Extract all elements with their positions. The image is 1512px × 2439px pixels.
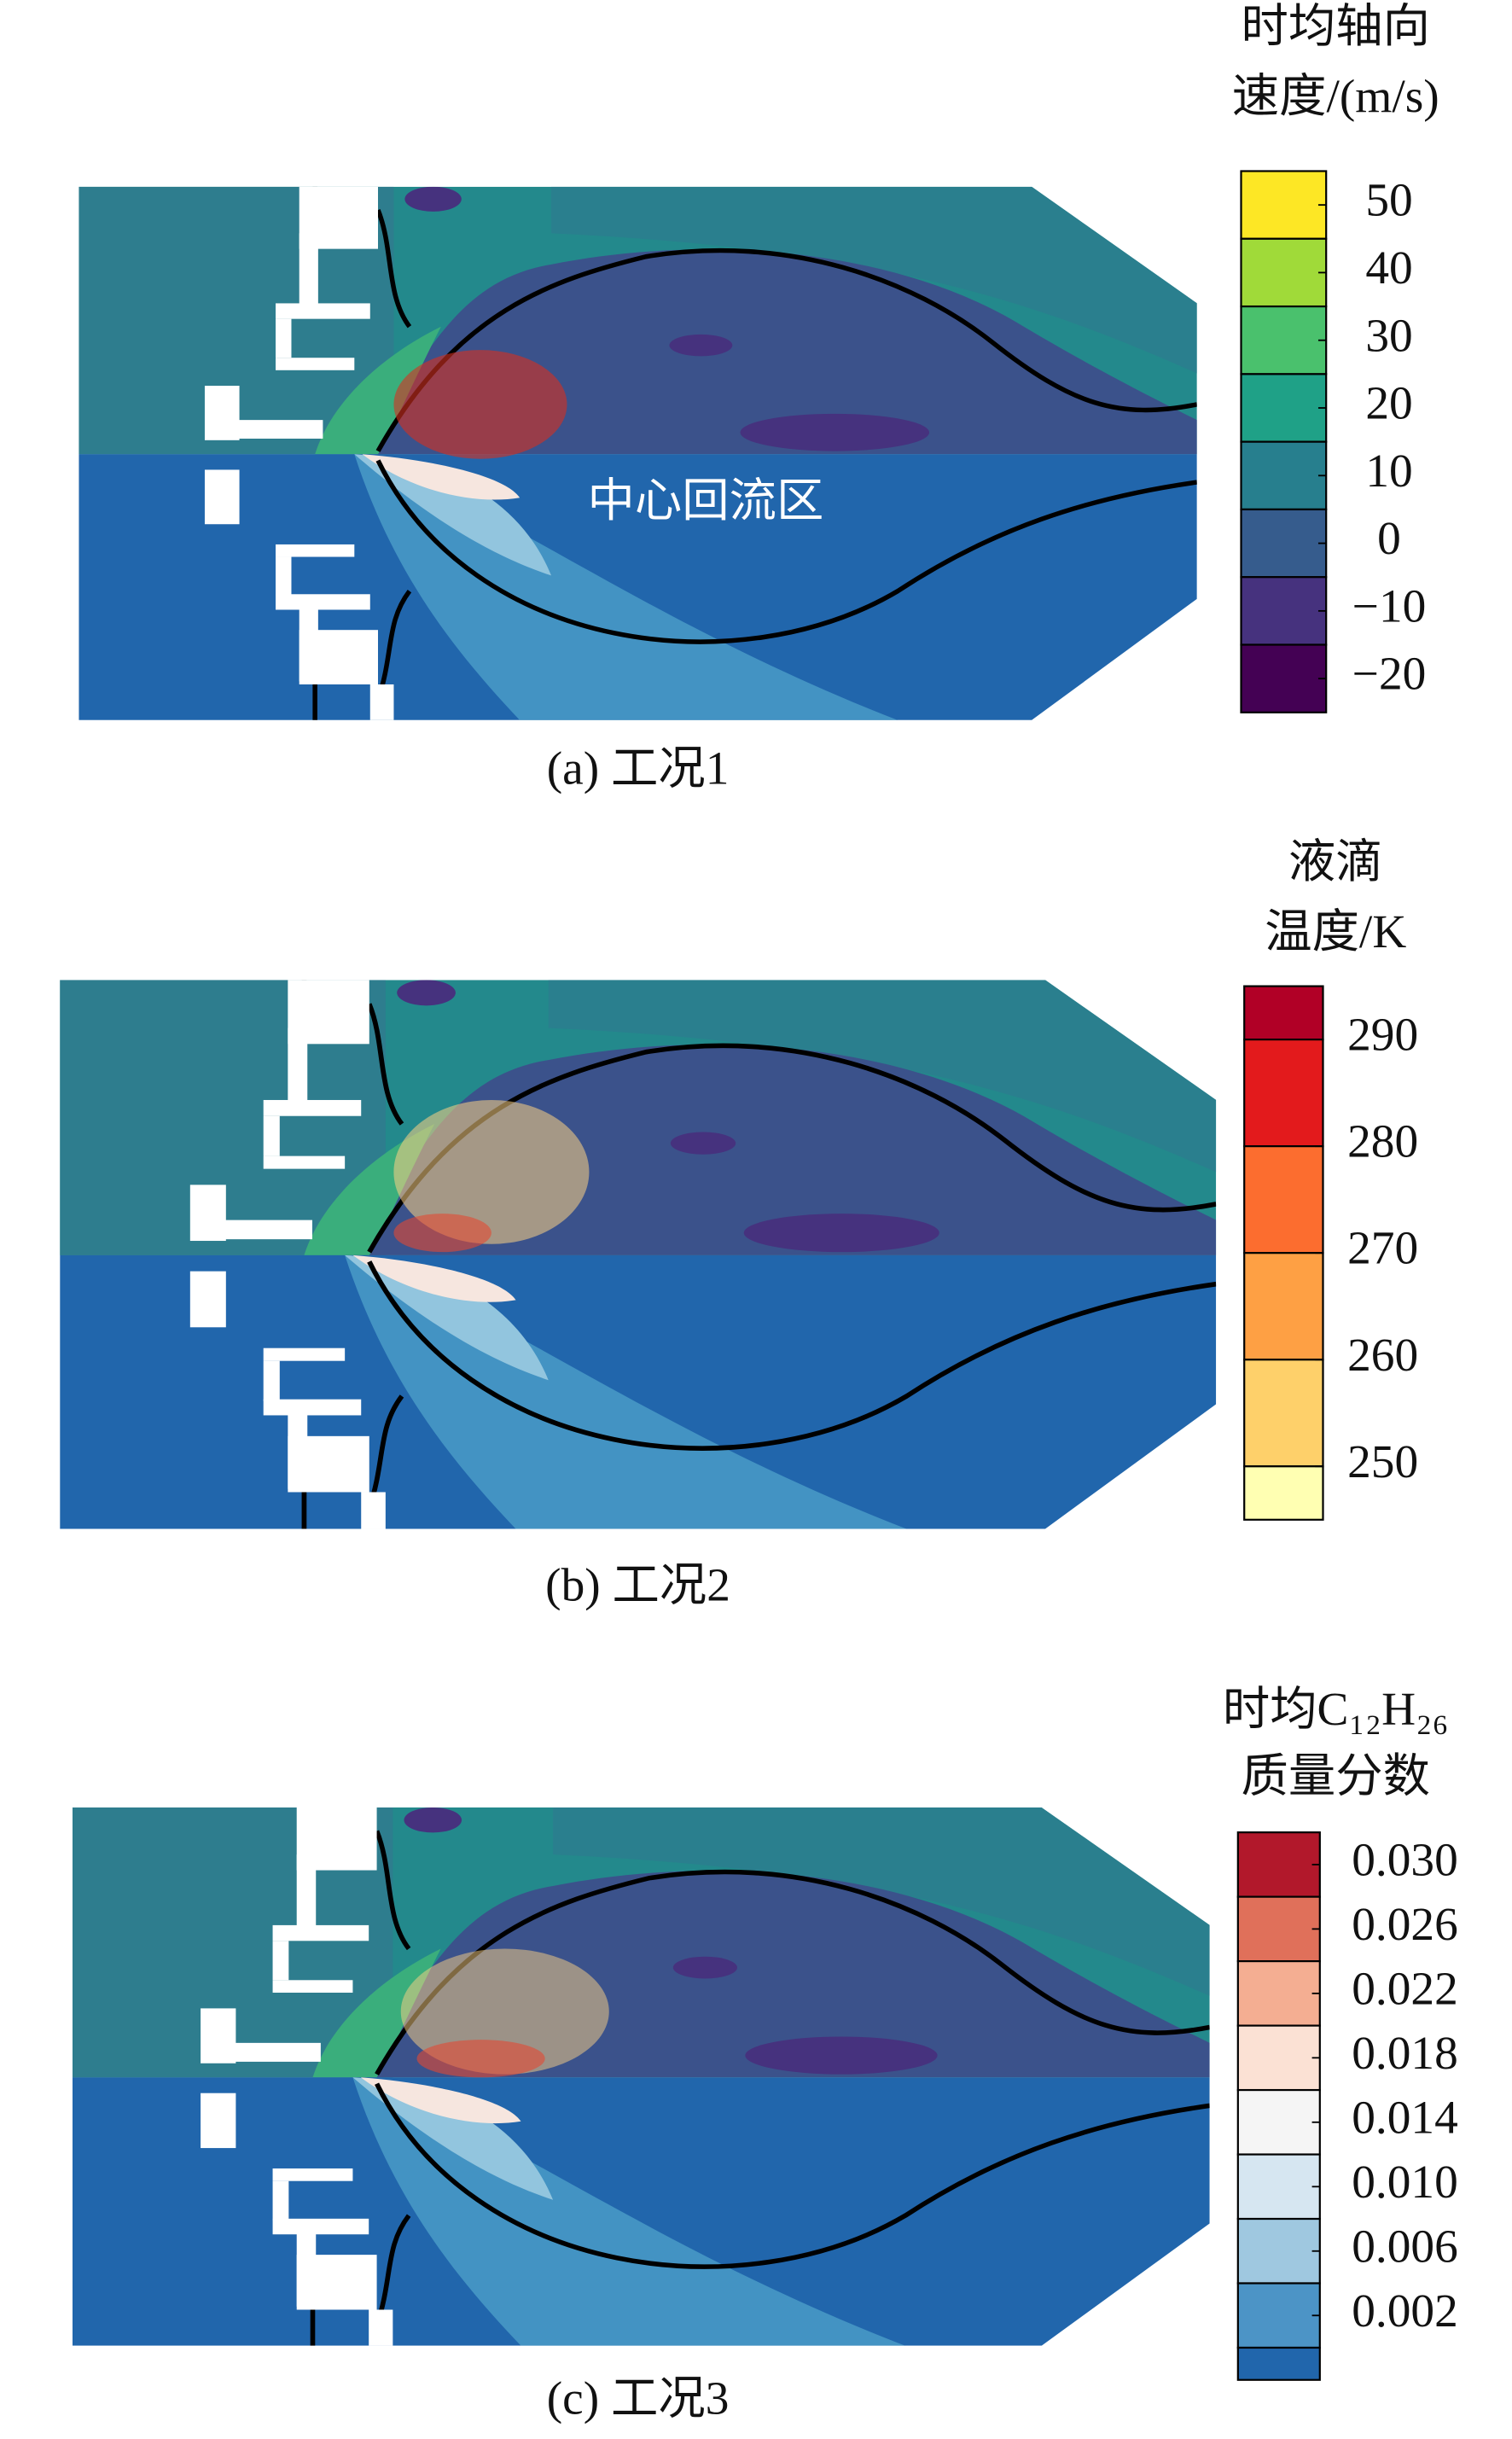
colorbar-band — [1240, 643, 1328, 713]
colorbar-tick-label: 0.022 — [1352, 1963, 1458, 2015]
colorbar-band — [1236, 2282, 1321, 2349]
colorbar-band — [1243, 1465, 1324, 1521]
colorbar-tick-label: 0.006 — [1352, 2221, 1458, 2273]
annotation: 中心回流区 — [588, 474, 824, 527]
colorbar-tick-label: 0.014 — [1352, 2092, 1458, 2144]
colorbar-band — [1240, 237, 1328, 308]
caption: (a) 工况1 — [547, 742, 730, 795]
colorbar-tick-label: 40 — [1365, 242, 1412, 294]
colorbar-band — [1243, 1145, 1324, 1254]
colorbar-band — [1240, 305, 1328, 375]
colorbar-title: 质量分数 — [1242, 1750, 1430, 1802]
colorbar-band — [1236, 2346, 1321, 2381]
colorbar-title: 时均轴向 — [1242, 0, 1430, 52]
caption: (c) 工况3 — [547, 2372, 730, 2424]
colorbar-band — [1240, 170, 1328, 240]
colorbar-tick-label: 290 — [1347, 1009, 1418, 1061]
colorbar-tick-label: 0.018 — [1352, 2027, 1458, 2079]
colorbar-title: 时均C₁₂H₂₆ — [1223, 1683, 1449, 1735]
colorbar-tick-label: 50 — [1365, 174, 1412, 226]
colorbar-band — [1236, 2024, 1321, 2092]
colorbar-tick-label: 0.030 — [1352, 1834, 1458, 1886]
colorbar-tick-label: 280 — [1347, 1115, 1418, 1167]
colorbar-tick-label: −20 — [1352, 648, 1427, 700]
colorbar-tick-label: 20 — [1365, 377, 1412, 429]
colorbar-band — [1243, 1039, 1324, 1148]
colorbar-band — [1240, 508, 1328, 579]
colorbar-tick-label: 0.010 — [1352, 2156, 1458, 2208]
colorbar-tick-label: −10 — [1352, 580, 1427, 632]
colorbar-title: 温度/K — [1265, 905, 1406, 958]
colorbar-band — [1240, 440, 1328, 511]
colorbar-tick-label: 0.002 — [1352, 2285, 1458, 2337]
colorbar-tick-label: 30 — [1365, 310, 1412, 362]
colorbar-band — [1240, 373, 1328, 443]
colorbar-band — [1236, 1895, 1321, 1963]
colorbar-band — [1240, 576, 1328, 646]
colorbar-band — [1236, 1831, 1321, 1898]
field-panel-b — [60, 980, 1216, 1528]
caption: (b) 工况2 — [545, 1559, 730, 1611]
colorbar-band — [1236, 1960, 1321, 2027]
colorbar-tick-label: 250 — [1347, 1435, 1418, 1487]
field-panel-a — [79, 187, 1197, 720]
colorbar-band — [1243, 1252, 1324, 1361]
colorbar-tick-label: 270 — [1347, 1222, 1418, 1274]
colorbar-band — [1236, 2088, 1321, 2156]
colorbar-tick-label: 0.026 — [1352, 1898, 1458, 1950]
field-panel-c — [73, 1807, 1210, 2346]
colorbar-tick-label: 10 — [1365, 445, 1412, 497]
colorbar-tick-label: 0 — [1377, 512, 1401, 564]
colorbar-band — [1236, 2217, 1321, 2285]
colorbar-band — [1236, 2153, 1321, 2221]
colorbar-band — [1243, 985, 1324, 1041]
colorbar-title: 液滴 — [1288, 835, 1383, 888]
colorbar-tick-label: 260 — [1347, 1329, 1418, 1381]
colorbar-band — [1243, 1359, 1324, 1468]
colorbar-title: 速度/(m/s) — [1232, 70, 1439, 122]
